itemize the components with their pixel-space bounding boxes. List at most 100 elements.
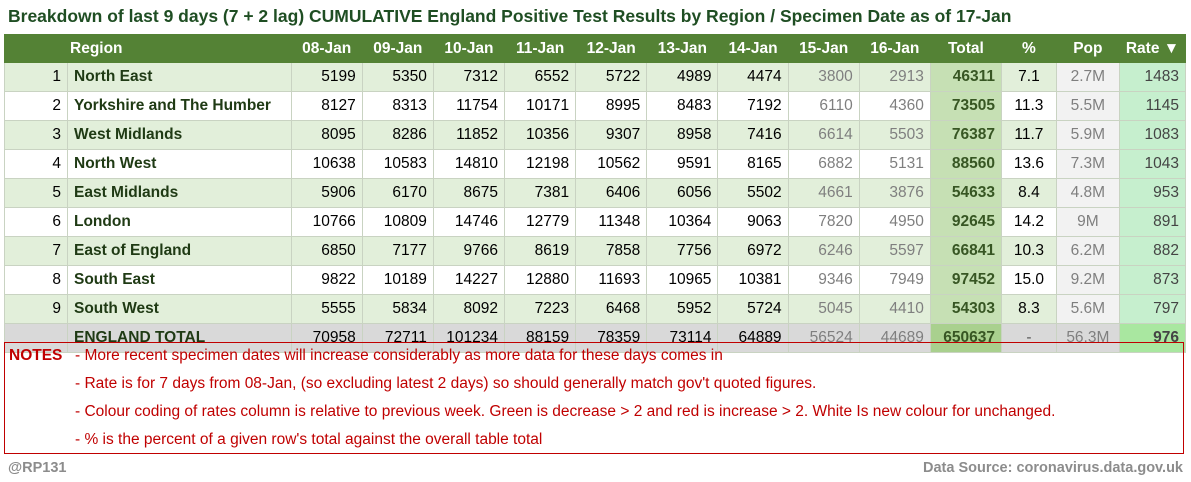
rate-cell: 976 bbox=[1118, 323, 1187, 353]
day-cell: 6972 bbox=[717, 236, 789, 266]
rate-cell: 891 bbox=[1118, 207, 1187, 237]
day-cell: 6850 bbox=[290, 236, 363, 266]
total-cell: 97452 bbox=[929, 265, 1002, 295]
rate-cell: 953 bbox=[1118, 178, 1187, 208]
day-cell: 73114 bbox=[646, 323, 719, 353]
region-cell: London bbox=[67, 207, 292, 237]
note-line: - More recent specimen dates will increa… bbox=[75, 347, 723, 364]
day-cell: 12198 bbox=[504, 149, 577, 179]
day-cell: 14810 bbox=[432, 149, 506, 179]
total-cell: 73505 bbox=[929, 91, 1002, 121]
total-cell: 92645 bbox=[929, 207, 1002, 237]
region-cell: North West bbox=[67, 149, 292, 179]
day-cell: 10583 bbox=[361, 149, 434, 179]
lag-day-cell: 3800 bbox=[787, 62, 860, 92]
day-cell: 8095 bbox=[290, 120, 363, 150]
day-cell: 8958 bbox=[646, 120, 719, 150]
header-row: Region 08-Jan 09-Jan 10-Jan 11-Jan 12-Jan 13-J… bbox=[4, 34, 1187, 63]
day-cell: 5906 bbox=[290, 178, 363, 208]
column-header: 14-Jan bbox=[717, 34, 789, 63]
day-cell: 6552 bbox=[504, 62, 577, 92]
day-cell: 5350 bbox=[361, 62, 434, 92]
total-cell: 88560 bbox=[929, 149, 1002, 179]
day-cell: 78359 bbox=[575, 323, 648, 353]
column-header: 16-Jan bbox=[858, 34, 931, 63]
table-row: 4 North West 10638 10583 14810 12198 10562 9591… bbox=[4, 149, 1187, 179]
day-cell: 6468 bbox=[575, 294, 648, 324]
day-cell: 5502 bbox=[717, 178, 789, 208]
column-header: 12-Jan bbox=[575, 34, 648, 63]
percent-cell: 8.3 bbox=[1000, 294, 1057, 324]
column-header-region: Region bbox=[67, 34, 292, 63]
lag-day-cell: 5503 bbox=[858, 120, 931, 150]
population-cell: 5.5M bbox=[1055, 91, 1120, 121]
table-row: 2 Yorkshire and The Humber 8127 8313 11754 10… bbox=[4, 91, 1187, 121]
day-cell: 8165 bbox=[717, 149, 789, 179]
rate-cell: 1483 bbox=[1118, 62, 1187, 92]
total-cell: 54633 bbox=[929, 178, 1002, 208]
lag-day-cell: 7820 bbox=[787, 207, 860, 237]
lag-day-cell: 4950 bbox=[858, 207, 931, 237]
day-cell: 7858 bbox=[575, 236, 648, 266]
lag-day-cell: 5597 bbox=[858, 236, 931, 266]
day-cell: 6406 bbox=[575, 178, 648, 208]
region-cell: North East bbox=[67, 62, 292, 92]
lag-day-cell: 6246 bbox=[787, 236, 860, 266]
rate-cell: 797 bbox=[1118, 294, 1187, 324]
day-cell: 7416 bbox=[717, 120, 789, 150]
column-header: 08-Jan bbox=[290, 34, 363, 63]
column-header: % bbox=[1000, 34, 1057, 63]
day-cell: 8675 bbox=[432, 178, 506, 208]
day-cell: 8619 bbox=[504, 236, 577, 266]
day-cell: 9307 bbox=[575, 120, 648, 150]
column-header: 13-Jan bbox=[646, 34, 719, 63]
day-cell: 70958 bbox=[290, 323, 363, 353]
percent-cell: 8.4 bbox=[1000, 178, 1057, 208]
lag-day-cell: 7949 bbox=[858, 265, 931, 295]
day-cell: 5722 bbox=[575, 62, 648, 92]
lag-day-cell: 2913 bbox=[858, 62, 931, 92]
rank-cell: 4 bbox=[4, 149, 68, 179]
day-cell: 11852 bbox=[432, 120, 506, 150]
table-row: 8 South East 9822 10189 14227 12880 11693 10965… bbox=[4, 265, 1187, 295]
region-cell: East Midlands bbox=[67, 178, 292, 208]
page-title: Breakdown of last 9 days (7 + 2 lag) CUM… bbox=[8, 6, 1012, 26]
population-cell: 9.2M bbox=[1055, 265, 1120, 295]
day-cell: 7192 bbox=[717, 91, 789, 121]
note-line: - Rate is for 7 days from 08-Jan, (so ex… bbox=[75, 375, 817, 392]
percent-cell: 7.1 bbox=[1000, 62, 1057, 92]
population-cell: 7.3M bbox=[1055, 149, 1120, 179]
rate-cell: 873 bbox=[1118, 265, 1187, 295]
day-cell: 7381 bbox=[504, 178, 577, 208]
day-cell: 10965 bbox=[646, 265, 719, 295]
rank-cell: 3 bbox=[4, 120, 68, 150]
results-table: Region 08-Jan 09-Jan 10-Jan 11-Jan 12-Jan 13-J… bbox=[4, 34, 1187, 353]
table-row: 9 South West 5555 5834 8092 7223 6468 5952 5724 5… bbox=[4, 294, 1187, 324]
region-cell: East of England bbox=[67, 236, 292, 266]
column-header: 10-Jan bbox=[432, 34, 506, 63]
day-cell: 4474 bbox=[717, 62, 789, 92]
day-cell: 8313 bbox=[361, 91, 434, 121]
population-cell: 5.6M bbox=[1055, 294, 1120, 324]
day-cell: 6170 bbox=[361, 178, 434, 208]
lag-day-cell: 6882 bbox=[787, 149, 860, 179]
table-row: 6 London 10766 10809 14746 12779 11348 10364 906… bbox=[4, 207, 1187, 237]
author-handle: @RP131 bbox=[8, 460, 67, 476]
rank-cell: 7 bbox=[4, 236, 68, 266]
rank-cell: 2 bbox=[4, 91, 68, 121]
day-cell: 9063 bbox=[717, 207, 789, 237]
lag-day-cell: 5045 bbox=[787, 294, 860, 324]
day-cell: 11754 bbox=[432, 91, 506, 121]
day-cell: 10562 bbox=[575, 149, 648, 179]
table-row: 5 East Midlands 5906 6170 8675 7381 6406 6056 55… bbox=[4, 178, 1187, 208]
rank-cell: 8 bbox=[4, 265, 68, 295]
day-cell: 12880 bbox=[504, 265, 577, 295]
column-header[interactable]: Rate ▼ bbox=[1118, 34, 1187, 63]
table-row: 7 East of England 6850 7177 9766 8619 7858 7756… bbox=[4, 236, 1187, 266]
percent-cell: 15.0 bbox=[1000, 265, 1057, 295]
day-cell: 8127 bbox=[290, 91, 363, 121]
day-cell: 5952 bbox=[646, 294, 719, 324]
lag-day-cell: 6110 bbox=[787, 91, 860, 121]
note-line: - % is the percent of a given row's tota… bbox=[75, 431, 543, 448]
day-cell: 5724 bbox=[717, 294, 789, 324]
